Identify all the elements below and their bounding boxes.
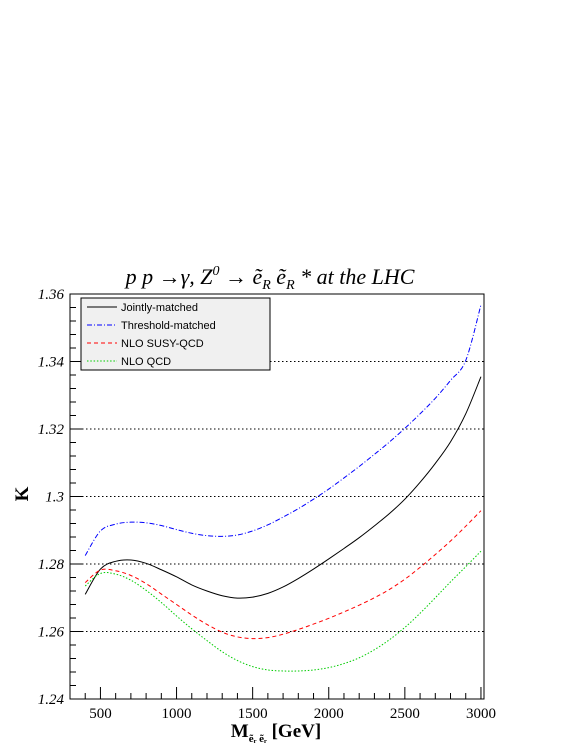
- x-tick-label-2: 1500: [238, 706, 268, 722]
- legend-label-3: NLO QCD: [121, 356, 171, 368]
- x-tick-label-0: 500: [89, 706, 112, 722]
- x-tick-label-1: 1000: [162, 706, 192, 722]
- x-tick-label-5: 3000: [466, 706, 496, 722]
- y-tick-label-4: 1.32: [38, 422, 65, 438]
- x-tick-label-4: 2500: [390, 706, 420, 722]
- series-line-2: [84, 510, 482, 640]
- title-e1: ẽ: [252, 264, 263, 289]
- legend: Jointly-matched Threshold-matched NLO SUSY…: [80, 297, 271, 371]
- title-sub2: R: [285, 278, 295, 293]
- title-prefix: p p →: [124, 264, 181, 289]
- grid-lines: [70, 361, 484, 632]
- title-z-superscript: 0: [212, 264, 219, 279]
- series-line-0: [84, 376, 482, 599]
- chart-title: p p →γ, Z0 → ẽR ẽR * at the LHC: [124, 264, 415, 293]
- title-e2: ẽ: [271, 264, 288, 289]
- legend-label-1: Threshold-matched: [121, 320, 216, 332]
- y-axis-title: K: [12, 486, 33, 501]
- y-tick-label-0: 1.24: [38, 692, 65, 708]
- y-axis-ticks: 1.24 1.26 1.28 1.3 1.32 1.34 1.36: [38, 287, 82, 708]
- series-line-1: [84, 304, 482, 556]
- legend-box: [80, 297, 271, 371]
- y-tick-label-2: 1.28: [38, 557, 65, 573]
- x-axis-title-subscript: ẽᵣ ẽᵣ: [249, 733, 267, 745]
- legend-label-2: NLO SUSY-QCD: [121, 338, 204, 350]
- x-axis-title-unit: [GeV]: [267, 721, 321, 742]
- y-tick-label-1: 1.26: [38, 625, 65, 641]
- legend-label-0: Jointly-matched: [121, 302, 198, 314]
- title-sub1: R: [261, 278, 271, 293]
- x-axis-title: Mẽᵣ ẽᵣ [GeV]: [231, 721, 321, 745]
- x-axis-ticks: 500 1000 1500 2000 2500 3000: [84, 687, 496, 722]
- y-tick-label-3: 1.3: [45, 490, 64, 506]
- series-lines: [84, 304, 482, 672]
- y-tick-label-5: 1.34: [38, 355, 65, 371]
- title-suffix: * at the LHC: [295, 264, 415, 289]
- series-line-3: [84, 550, 482, 672]
- x-tick-label-3: 2000: [314, 706, 344, 722]
- x-axis-title-main: M: [231, 721, 249, 742]
- y-tick-label-6: 1.36: [38, 287, 65, 303]
- title-arrow: →: [219, 264, 252, 289]
- title-gamma: γ, Z: [181, 264, 214, 289]
